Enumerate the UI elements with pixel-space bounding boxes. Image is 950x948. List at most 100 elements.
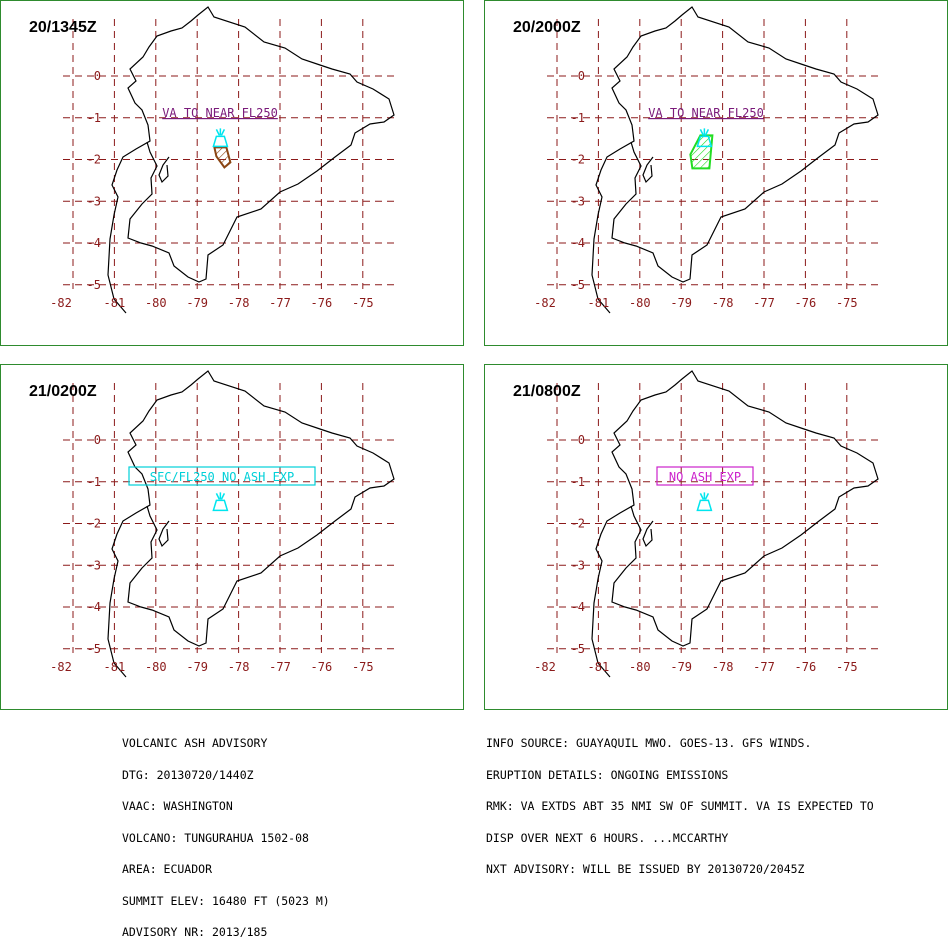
advisory-line: NXT ADVISORY: WILL BE ISSUED BY 20130720… (486, 862, 805, 876)
lon-tick-label: -75 (352, 660, 374, 674)
lat-tick-label: -3 (571, 558, 585, 572)
lat-tick-label: -1 (87, 475, 101, 489)
volcano-marker-icon (696, 492, 713, 512)
lat-tick-label: -2 (87, 153, 101, 167)
island-outline (158, 156, 170, 184)
advisory-label: NO ASH EXP (669, 470, 741, 484)
lon-tick-label: -79 (186, 660, 208, 674)
panel-timestamp: 20/2000Z (513, 19, 581, 36)
ash-cloud-polygon (689, 134, 714, 170)
lon-tick-label: -80 (629, 296, 651, 310)
lat-tick-label: -4 (87, 236, 101, 250)
lon-tick-label: -78 (712, 660, 734, 674)
advisory-label: VA TO NEAR FL250 (162, 106, 278, 120)
lon-tick-label: -76 (311, 660, 333, 674)
lat-tick-label: -2 (571, 517, 585, 531)
lon-tick-label: -80 (145, 296, 167, 310)
map-canvas: 0 -1 -2 -3 -4 -5 -82 -81 -80 -79 -78 -77 -76 -75 VA TO… (534, 6, 879, 314)
advisory-line: DISP OVER NEXT 6 HOURS. ...MCCARTHY (486, 830, 729, 845)
panel-timestamp: 21/0800Z (513, 383, 581, 400)
map-canvas: 0 -1 -2 -3 -4 -5 -82 -81 -80 -79 -78 -77 -76 -75 SFC/F… (50, 370, 395, 678)
lon-tick-label: -77 (269, 660, 291, 674)
volcano-marker-icon (696, 128, 713, 148)
lat-tick-label: -5 (571, 642, 585, 656)
lon-tick-label: -76 (795, 660, 817, 674)
advisory-label: SFC/FL250 NO ASH EXP (150, 470, 295, 484)
lon-tick-label: -82 (534, 296, 556, 310)
forecast-panel-21-0200z: 0 -1 -2 -3 -4 -5 -82 -81 -80 -79 -78 -77 -76 -75 SFC/F… (0, 364, 464, 710)
lon-tick-label: -76 (795, 296, 817, 310)
lon-tick-label: -82 (50, 660, 72, 674)
coastline (107, 370, 395, 678)
lon-tick-label: -79 (186, 296, 208, 310)
lat-tick-label: -1 (571, 475, 585, 489)
lat-tick-label: -2 (87, 517, 101, 531)
lon-tick-label: -79 (670, 660, 692, 674)
ash-cloud-polygon (213, 146, 232, 169)
lat-tick-label: 0 (578, 433, 585, 447)
advisory-line: DTG: 20130720/1440Z (122, 767, 254, 782)
lat-tick-label: -1 (87, 111, 101, 125)
lat-tick-label: -5 (87, 642, 101, 656)
lon-tick-label: -75 (836, 296, 858, 310)
lat-tick-label: -1 (571, 111, 585, 125)
advisory-line: INFO SOURCE: GUAYAQUIL MWO. GOES-13. GFS… (486, 736, 812, 750)
forecast-panel-20-2000z: 0 -1 -2 -3 -4 -5 -82 -81 -80 -79 -78 -77 -76 -75 VA TO… (484, 0, 948, 346)
lon-tick-label: -76 (311, 296, 333, 310)
panel-timestamp: 21/0200Z (29, 383, 97, 400)
advisory-info-right: INFO SOURCE: GUAYAQUIL MWO. GOES-13. GFS… (486, 717, 874, 885)
map-canvas: 0 -1 -2 -3 -4 -5 -82 -81 -80 -79 -78 -77 -76 -75 NO AS… (534, 370, 879, 678)
lon-tick-label: -81 (588, 296, 610, 310)
lat-tick-label: 0 (578, 69, 585, 83)
lon-tick-label: -78 (228, 660, 250, 674)
coastline (591, 370, 879, 678)
lon-tick-label: -78 (712, 296, 734, 310)
advisory-line: RMK: VA EXTDS ABT 35 NMI SW OF SUMMIT. V… (486, 799, 874, 813)
lat-tick-label: -3 (87, 194, 101, 208)
lon-tick-label: -75 (836, 660, 858, 674)
lat-tick-label: -5 (571, 278, 585, 292)
advisory-line: ADVISORY NR: 2013/185 (122, 925, 268, 939)
lat-tick-label: -4 (571, 236, 585, 250)
advisory-line: VAAC: WASHINGTON (122, 799, 233, 813)
volcano-marker-icon (212, 128, 229, 148)
lat-tick-label: -3 (87, 558, 101, 572)
island-outline (642, 156, 654, 184)
advisory-line: AREA: ECUADOR (122, 862, 213, 876)
panel-timestamp: 20/1345Z (29, 19, 97, 36)
lon-tick-label: -75 (352, 296, 374, 310)
map-canvas: 0 -1 -2 -3 -4 -5 -82 -81 -80 -79 -78 -77 -76 -75 VA TO… (50, 6, 395, 314)
advisory-line: SUMMIT ELEV: 16480 FT (5023 M) (122, 893, 330, 908)
advisory-line: VOLCANIC ASH ADVISORY (122, 736, 268, 750)
lat-tick-label: 0 (94, 433, 101, 447)
advisory-line: VOLCANO: TUNGURAHUA 1502-08 (122, 830, 309, 845)
advisory-label: VA TO NEAR FL250 (648, 106, 764, 120)
label-box (656, 466, 754, 486)
lon-tick-label: -79 (670, 296, 692, 310)
forecast-panel-21-0800z: 0 -1 -2 -3 -4 -5 -82 -81 -80 -79 -78 -77 -76 -75 NO AS… (484, 364, 948, 710)
lon-tick-label: -77 (753, 660, 775, 674)
lat-tick-label: 0 (94, 69, 101, 83)
lat-tick-label: -3 (571, 194, 585, 208)
advisory-line: ERUPTION DETAILS: ONGOING EMISSIONS (486, 767, 729, 782)
lon-tick-label: -82 (534, 660, 556, 674)
lon-tick-label: -80 (629, 660, 651, 674)
lon-tick-label: -77 (269, 296, 291, 310)
lat-tick-label: -4 (571, 600, 585, 614)
lat-tick-label: -5 (87, 278, 101, 292)
coastline (107, 6, 395, 314)
lon-tick-label: -81 (104, 660, 126, 674)
forecast-panel-20-1345z: 0 -1 -2 -3 -4 -5 -82 -81 -80 -79 -78 -77 -76 -75 VA TO… (0, 0, 464, 346)
lon-tick-label: -81 (104, 296, 126, 310)
lon-tick-label: -78 (228, 296, 250, 310)
island-outline (642, 520, 654, 548)
volcano-marker-icon (212, 492, 229, 512)
island-outline (158, 520, 170, 548)
lat-tick-label: -2 (571, 153, 585, 167)
label-box (128, 466, 316, 486)
lon-tick-label: -77 (753, 296, 775, 310)
coastline (591, 6, 879, 314)
advisory-info-left: VOLCANIC ASH ADVISORY DTG: 20130720/1440… (122, 717, 330, 948)
lon-tick-label: -80 (145, 660, 167, 674)
lat-tick-label: -4 (87, 600, 101, 614)
